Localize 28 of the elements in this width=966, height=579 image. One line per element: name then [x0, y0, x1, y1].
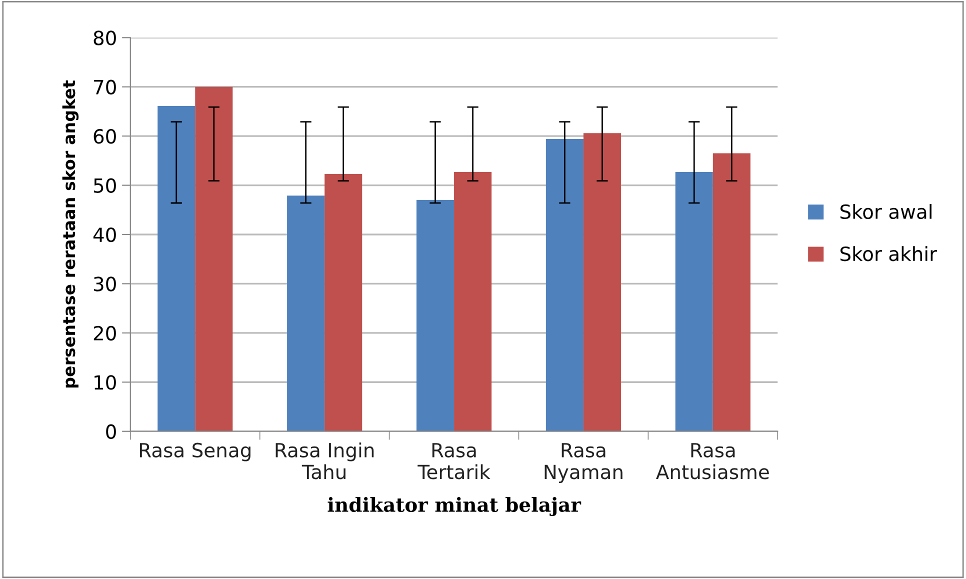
- x-tick-label: Rasa Antusiasme: [656, 443, 769, 480]
- bar: [158, 106, 196, 432]
- x-tick-label: Rasa Ingin Tahu: [276, 442, 374, 480]
- y-tick-label: 50: [94, 178, 116, 193]
- y-tick-label: 60: [94, 129, 116, 144]
- bar: [675, 172, 713, 432]
- x-tick-label: Rasa Tertarik: [418, 443, 490, 480]
- bar: [195, 86, 233, 432]
- legend-label: Skor awal: [840, 204, 932, 220]
- y-axis-title: persentase rerataan skor angket: [62, 80, 79, 388]
- bar: [416, 200, 454, 432]
- y-tick-label: 40: [93, 227, 116, 242]
- legend-label: Skor akhir: [840, 246, 938, 262]
- bar: [583, 133, 622, 432]
- y-tick-label: 10: [94, 375, 116, 390]
- x-tick-label: Rasa Senag: [140, 442, 250, 462]
- y-tick-label: 0: [106, 424, 116, 440]
- y-tick-label: 20: [94, 326, 116, 341]
- bar: [287, 196, 325, 432]
- y-tick-label: 70: [94, 80, 116, 95]
- bar: [454, 172, 492, 432]
- bar: [324, 174, 362, 432]
- y-tick-label: 80: [94, 30, 116, 46]
- x-axis-title: indikator minat belajar: [328, 496, 582, 516]
- bar: [712, 153, 750, 432]
- y-tick-label: 30: [94, 276, 116, 292]
- bar: [546, 139, 584, 432]
- x-tick-label: Rasa Nyaman: [544, 443, 622, 484]
